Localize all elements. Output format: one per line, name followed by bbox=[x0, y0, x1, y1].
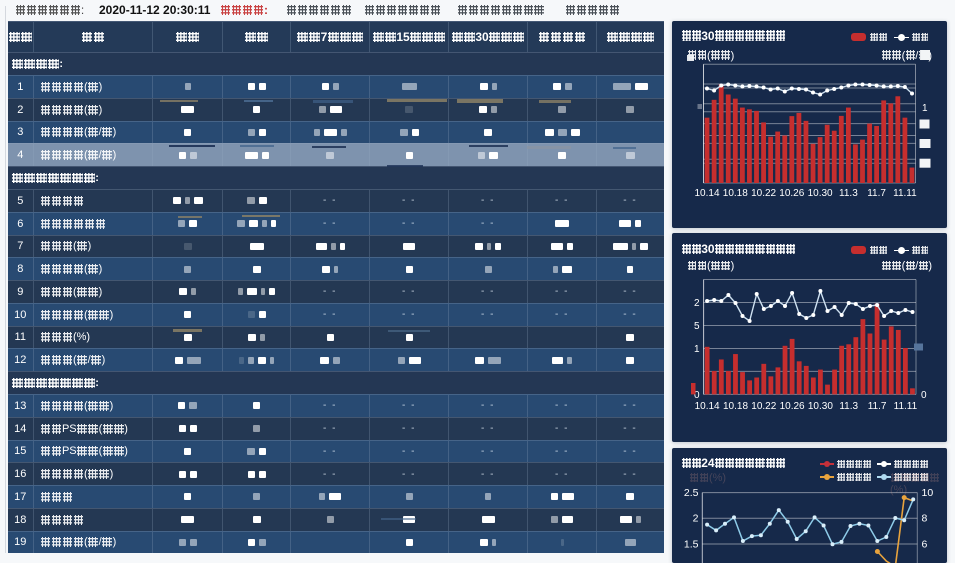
svg-text:10.30: 10.30 bbox=[808, 401, 833, 412]
svg-text:5: 5 bbox=[694, 321, 700, 332]
svg-text:10.26: 10.26 bbox=[780, 401, 805, 412]
svg-text:10.18: 10.18 bbox=[723, 401, 748, 412]
svg-text:10.18: 10.18 bbox=[723, 188, 748, 199]
svg-text:10.14: 10.14 bbox=[695, 401, 720, 412]
svg-text:1.5: 1.5 bbox=[684, 538, 699, 550]
svg-text:11.11: 11.11 bbox=[894, 401, 918, 412]
svg-text:11.7: 11.7 bbox=[867, 188, 886, 199]
svg-text:10.26: 10.26 bbox=[779, 188, 804, 199]
svg-text:1: 1 bbox=[922, 103, 928, 114]
svg-text:11.3: 11.3 bbox=[839, 401, 858, 412]
svg-text:11.11: 11.11 bbox=[893, 188, 917, 199]
svg-text:1: 1 bbox=[694, 344, 700, 355]
svg-text:6: 6 bbox=[922, 538, 928, 550]
svg-text:0: 0 bbox=[694, 390, 700, 401]
svg-text:11.7: 11.7 bbox=[868, 401, 887, 412]
svg-text:0: 0 bbox=[921, 390, 927, 401]
svg-text:10.22: 10.22 bbox=[751, 188, 776, 199]
svg-text:11.3: 11.3 bbox=[839, 188, 858, 199]
svg-text:2.5: 2.5 bbox=[684, 487, 699, 499]
svg-text:10.14: 10.14 bbox=[694, 188, 719, 199]
svg-text:10.30: 10.30 bbox=[808, 188, 833, 199]
svg-text:10: 10 bbox=[922, 487, 934, 499]
svg-text:2: 2 bbox=[693, 513, 699, 525]
svg-text:2: 2 bbox=[694, 298, 700, 309]
svg-text:8: 8 bbox=[922, 513, 928, 525]
svg-text:10.22: 10.22 bbox=[751, 401, 776, 412]
